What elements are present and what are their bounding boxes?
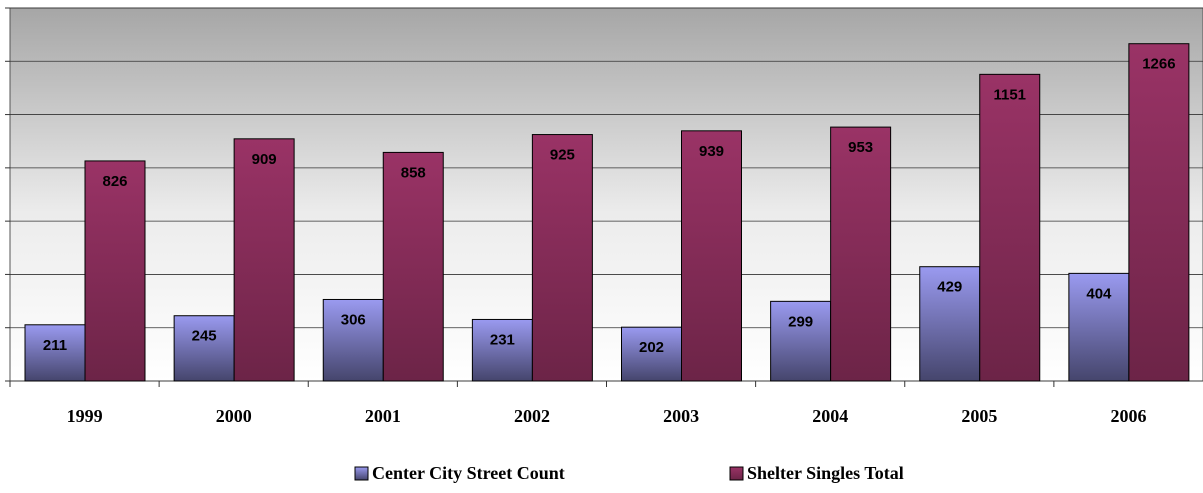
bar [382, 151, 444, 382]
bar [471, 318, 533, 382]
bar [84, 160, 146, 382]
x-tick-label: 2000 [216, 406, 252, 426]
data-label: 306 [341, 311, 366, 328]
bar [173, 315, 235, 382]
legend-swatch [354, 466, 369, 481]
bar [1128, 43, 1190, 382]
bar [979, 73, 1041, 382]
data-label: 211 [43, 337, 67, 354]
data-label: 939 [699, 143, 724, 160]
bar [919, 266, 981, 382]
x-tick-label: 2002 [514, 406, 550, 426]
x-tick-label: 1999 [67, 406, 103, 426]
data-label: 429 [937, 279, 962, 296]
bar [681, 130, 742, 382]
x-tick-label: 2001 [365, 406, 401, 426]
x-tick-label: 2006 [1110, 406, 1146, 426]
data-label: 953 [848, 139, 873, 156]
bar [770, 300, 832, 382]
data-label: 858 [401, 164, 426, 181]
legend-swatch [729, 466, 744, 481]
bar [322, 298, 384, 382]
data-label: 925 [550, 147, 575, 164]
x-tick-label: 2004 [812, 406, 848, 426]
data-label: 1266 [1142, 56, 1175, 73]
data-label: 299 [788, 313, 813, 330]
legend-box [220, 458, 1052, 491]
x-tick-label: 2003 [663, 406, 699, 426]
bar [233, 138, 295, 382]
bar [830, 126, 892, 382]
data-label: 1151 [993, 86, 1026, 103]
bar [1068, 272, 1130, 382]
data-label: 231 [490, 331, 515, 348]
legend-label: Center City Street Count [372, 463, 565, 483]
data-label: 245 [192, 328, 217, 345]
legend-label: Shelter Singles Total [747, 463, 904, 483]
data-label: 826 [102, 173, 127, 190]
data-label: 909 [252, 151, 277, 168]
x-tick-label: 2005 [961, 406, 997, 426]
bar [531, 134, 593, 382]
data-label: 404 [1086, 285, 1112, 302]
data-label: 202 [639, 339, 664, 356]
bar [621, 326, 682, 382]
